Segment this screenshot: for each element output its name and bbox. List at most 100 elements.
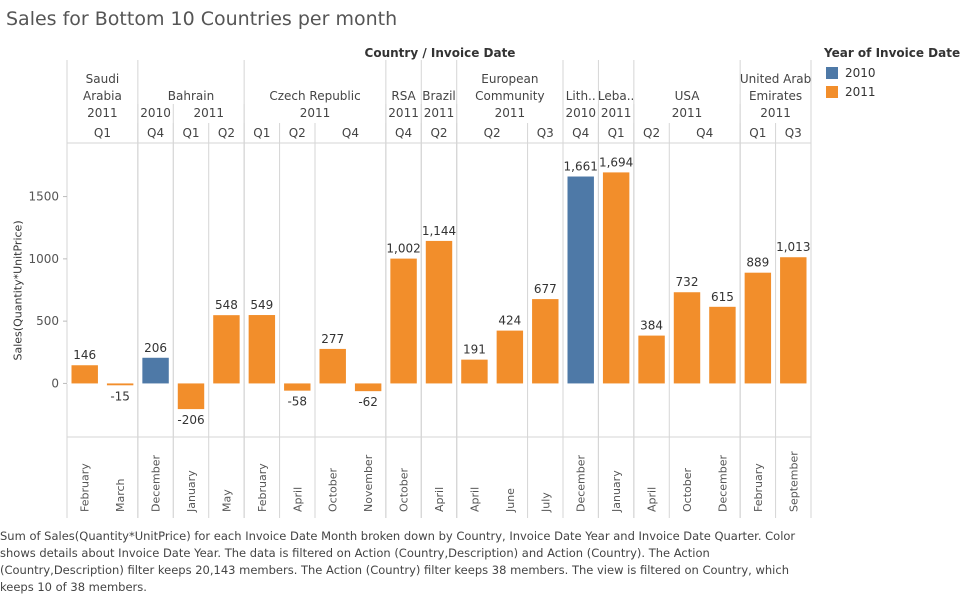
bar-value-label: 677 bbox=[534, 282, 557, 296]
y-tick-label: 1000 bbox=[28, 252, 59, 266]
bar-value-label: 732 bbox=[676, 275, 699, 289]
month-label: December bbox=[716, 454, 729, 512]
month-label: April bbox=[433, 487, 446, 512]
bar bbox=[319, 348, 346, 384]
month-label: April bbox=[291, 487, 304, 512]
month-label: June bbox=[504, 488, 517, 513]
quarter-label: Q4 bbox=[572, 126, 589, 140]
quarter-label: Q2 bbox=[643, 126, 660, 140]
country-label: Bahrain bbox=[168, 89, 214, 103]
country-label: Brazil bbox=[422, 89, 456, 103]
country-label: Lith.. bbox=[566, 89, 596, 103]
column-header-title: Country / Invoice Date bbox=[364, 46, 516, 60]
month-label: September bbox=[787, 451, 800, 512]
bar bbox=[248, 315, 276, 384]
quarter-label: Q1 bbox=[253, 126, 270, 140]
bar bbox=[390, 258, 417, 384]
legend-label-2011: 2011 bbox=[845, 85, 876, 99]
country-label: Community bbox=[475, 89, 544, 103]
quarter-label: Q1 bbox=[182, 126, 199, 140]
bar-value-label: 1,002 bbox=[386, 242, 420, 256]
country-label: Emirates bbox=[749, 89, 802, 103]
chart-caption: Sum of Sales(Quantity*UnitPrice) for eac… bbox=[0, 529, 796, 594]
country-label: Arabia bbox=[83, 89, 122, 103]
month-label: April bbox=[646, 487, 659, 512]
bar-value-label: 1,694 bbox=[599, 155, 633, 169]
bar bbox=[177, 383, 205, 410]
quarter-label: Q2 bbox=[430, 126, 447, 140]
bar bbox=[142, 357, 169, 384]
y-tick-label: 500 bbox=[36, 314, 59, 328]
chart-title: Sales for Bottom 10 Countries per month bbox=[6, 8, 398, 30]
year-label: 2011 bbox=[388, 106, 419, 120]
bar bbox=[602, 172, 630, 384]
bar-value-label: -206 bbox=[177, 413, 204, 427]
bar-value-label: 146 bbox=[73, 348, 96, 362]
month-label: January bbox=[610, 470, 623, 513]
quarter-label: Q2 bbox=[218, 126, 235, 140]
bar-chart: 0 500 1000 1500 February March Q1 2011 Saudi Arab… bbox=[28, 60, 812, 518]
year-label: 2011 bbox=[424, 106, 455, 120]
bar-value-label: 206 bbox=[144, 341, 167, 355]
year-label: 2011 bbox=[193, 106, 224, 120]
quarter-label: Q4 bbox=[395, 126, 412, 140]
legend-item-2010[interactable]: 2010 bbox=[826, 66, 876, 80]
bar-value-label: -62 bbox=[358, 395, 378, 409]
quarter-label: Q4 bbox=[342, 126, 359, 140]
country-label: RSA bbox=[391, 89, 416, 103]
bar bbox=[106, 383, 134, 386]
bar-value-label: -58 bbox=[287, 395, 307, 409]
month-label: November bbox=[362, 454, 375, 512]
bar bbox=[425, 240, 453, 384]
month-label: October bbox=[398, 468, 411, 512]
bar bbox=[284, 383, 311, 391]
month-label: May bbox=[220, 489, 233, 512]
year-label: 2011 bbox=[300, 106, 331, 120]
legend-swatch-2010 bbox=[826, 67, 838, 79]
quarter-label: Q3 bbox=[785, 126, 802, 140]
bar-value-label: 384 bbox=[640, 319, 663, 333]
month-label: March bbox=[114, 478, 127, 512]
bar-value-label: -15 bbox=[110, 389, 130, 403]
legend-title: Year of Invoice Date bbox=[824, 46, 961, 60]
year-label: 2010 bbox=[565, 106, 596, 120]
year-label: 2011 bbox=[601, 106, 632, 120]
country-label: European bbox=[481, 72, 538, 86]
month-label: February bbox=[752, 463, 765, 512]
bar-value-label: 277 bbox=[321, 332, 344, 346]
legend-swatch-2011 bbox=[826, 86, 838, 98]
bar-value-label: 889 bbox=[746, 256, 769, 270]
quarter-label: Q2 bbox=[289, 126, 306, 140]
bar bbox=[744, 272, 772, 384]
month-label: April bbox=[468, 487, 481, 512]
bar bbox=[213, 315, 240, 384]
quarter-label: Q1 bbox=[749, 126, 766, 140]
legend-item-2011[interactable]: 2011 bbox=[826, 85, 876, 99]
bar bbox=[496, 330, 524, 384]
bar-value-label: 424 bbox=[498, 314, 521, 328]
bar bbox=[709, 306, 736, 384]
month-label: December bbox=[575, 454, 588, 512]
month-label: July bbox=[539, 492, 552, 513]
y-tick-label: 0 bbox=[51, 376, 59, 390]
bar bbox=[673, 292, 701, 384]
month-label: February bbox=[256, 463, 269, 512]
country-label: USA bbox=[675, 89, 701, 103]
country-label: Leba.. bbox=[598, 89, 634, 103]
bar bbox=[567, 176, 594, 384]
year-label: 2010 bbox=[140, 106, 171, 120]
bar bbox=[71, 365, 98, 384]
month-label: February bbox=[79, 463, 92, 512]
bar-value-label: 1,661 bbox=[564, 160, 598, 174]
bar-value-label: 615 bbox=[711, 290, 734, 304]
quarter-label: Q4 bbox=[696, 126, 713, 140]
quarter-label: Q4 bbox=[147, 126, 164, 140]
year-label: 2011 bbox=[760, 106, 791, 120]
bar bbox=[354, 383, 382, 392]
bar-value-label: 548 bbox=[215, 298, 238, 312]
country-label: Czech Republic bbox=[269, 89, 360, 103]
country-label: Saudi bbox=[86, 72, 120, 86]
bar bbox=[461, 359, 488, 384]
bar-value-label: 549 bbox=[250, 298, 273, 312]
year-label: 2011 bbox=[87, 106, 118, 120]
